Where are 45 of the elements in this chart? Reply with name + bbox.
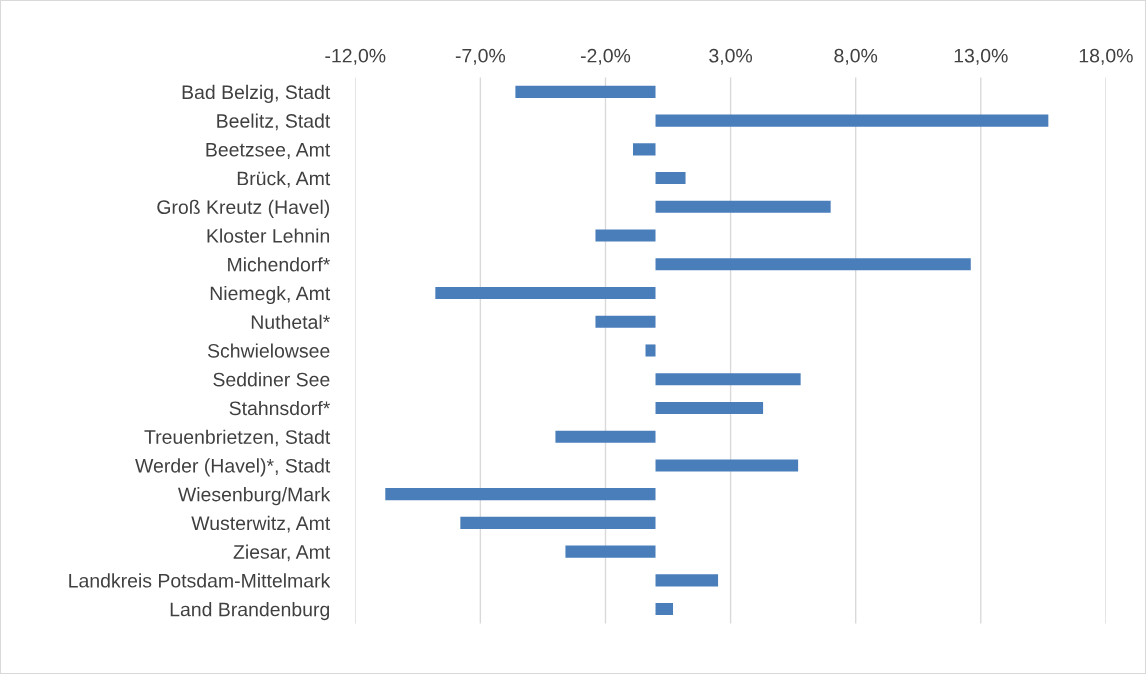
y-tick-label: Landkreis Potsdam-Mittelmark: [69, 573, 331, 588]
y-tick-label: Wusterwitz, Amt: [191, 515, 331, 533]
bar: [655, 574, 719, 587]
bar: [655, 373, 801, 386]
bar: [655, 459, 799, 472]
bar: [555, 430, 656, 443]
y-tick-label: Niemegk, Amt: [210, 285, 331, 305]
bar: [515, 85, 656, 98]
bar: [655, 172, 686, 185]
x-tick-label: 18,0%: [1079, 48, 1133, 65]
bar: [655, 603, 674, 616]
bar: [595, 315, 656, 328]
bar: [655, 401, 764, 414]
y-tick-label: Brück, Amt: [237, 171, 331, 188]
y-tick-label: Groß Kreutz (Havel): [157, 199, 330, 218]
bar: [595, 229, 656, 242]
y-tick-label: Nuthetal*: [251, 314, 330, 329]
x-tick-label: -2,0%: [580, 48, 631, 65]
y-tick-label: Seddiner See: [213, 372, 330, 387]
y-tick-label: Ziesar, Amt: [233, 544, 331, 562]
x-tick-label: -7,0%: [455, 48, 506, 65]
y-tick-label: Bad Belzig, Stadt: [182, 84, 331, 103]
x-tick-label: 3,0%: [709, 48, 753, 65]
bar: [645, 344, 656, 357]
x-tick-label: 8,0%: [834, 48, 878, 65]
y-tick-label: Beetzsee, Amt: [206, 143, 331, 159]
y-tick-label: Wiesenburg/Mark: [177, 487, 331, 506]
bar: [655, 200, 831, 213]
bar: [460, 516, 656, 529]
x-tick-label: 13,0%: [954, 48, 1008, 65]
y-tick-label: Kloster Lehnin: [207, 228, 330, 243]
bar: [385, 488, 656, 501]
bar: [435, 286, 656, 300]
x-tick-label: -12,0%: [325, 48, 386, 65]
bar: [655, 114, 1049, 127]
y-tick-label: Michendorf*: [228, 257, 330, 272]
bar: [565, 545, 656, 558]
y-tick-label: Treuenbrietzen, Stadt: [144, 429, 331, 447]
bar: [655, 258, 971, 271]
y-tick-label: Werder (Havel)*, Stadt: [135, 458, 331, 477]
y-tick-label: Stahnsdorf*: [229, 400, 330, 416]
y-tick-label: Schwielowsee: [207, 343, 330, 358]
bar: [632, 143, 656, 156]
y-tick-label: Beelitz, Stadt: [217, 113, 331, 131]
y-tick-label: Land Brandenburg: [170, 602, 330, 621]
